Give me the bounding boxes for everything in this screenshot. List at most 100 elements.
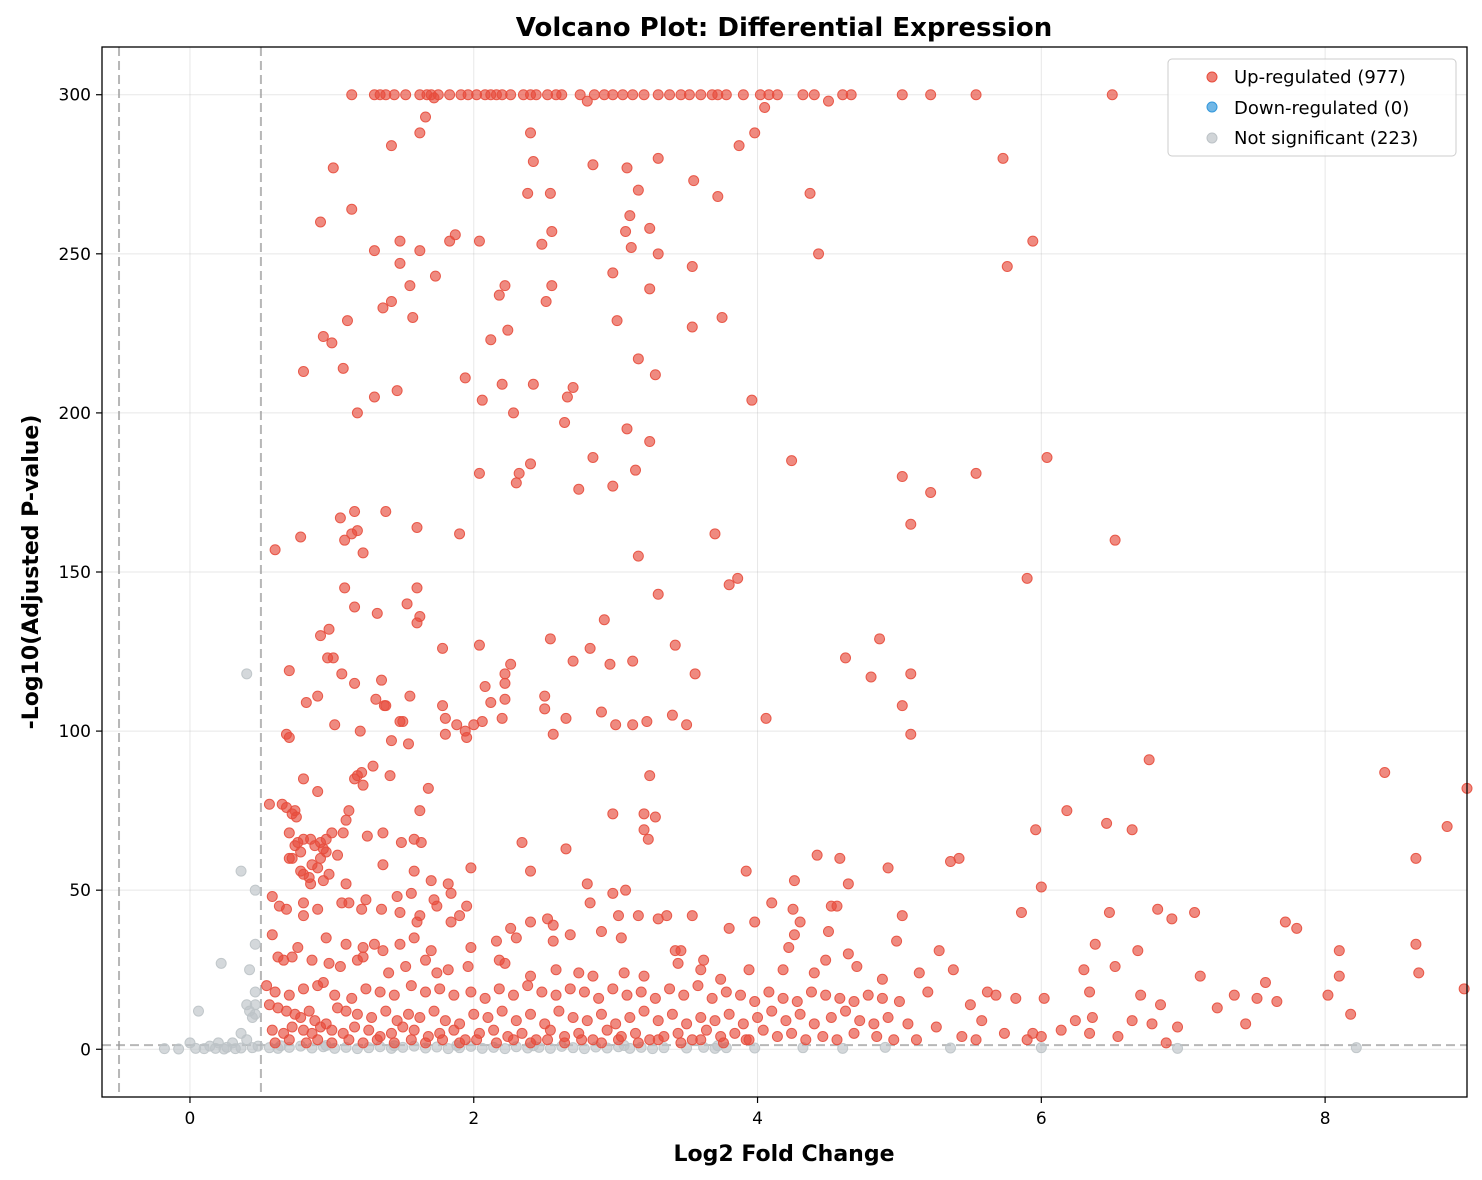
point-up-regulated xyxy=(349,677,361,689)
point-up-regulated xyxy=(581,95,593,107)
point-up-regulated xyxy=(283,852,295,864)
point-up-regulated xyxy=(564,929,576,941)
point-up-regulated xyxy=(669,639,681,651)
point-up-regulated xyxy=(573,967,585,979)
point-up-regulated xyxy=(444,89,456,101)
x-tick-label: 6 xyxy=(1036,1109,1047,1129)
point-up-regulated xyxy=(630,464,642,476)
point-up-regulated xyxy=(499,280,511,292)
point-up-regulated xyxy=(411,617,423,629)
point-up-regulated xyxy=(874,633,886,645)
point-up-regulated xyxy=(560,843,572,855)
point-up-regulated xyxy=(388,1037,400,1049)
point-up-regulated xyxy=(953,852,965,864)
point-up-regulated xyxy=(752,1011,764,1023)
point-up-regulated xyxy=(394,257,406,269)
point-up-regulated xyxy=(360,894,372,906)
point-up-regulated xyxy=(933,945,945,957)
point-up-regulated xyxy=(539,703,551,715)
point-up-regulated xyxy=(840,1005,852,1017)
point-up-regulated xyxy=(295,531,307,543)
point-up-regulated xyxy=(706,992,718,1004)
point-up-regulated xyxy=(970,89,982,101)
point-up-regulated xyxy=(544,1024,556,1036)
point-up-regulated xyxy=(848,1027,860,1039)
point-up-regulated xyxy=(297,773,309,785)
point-up-regulated xyxy=(442,878,454,890)
point-up-regulated xyxy=(865,671,877,683)
point-up-regulated xyxy=(439,728,451,740)
point-up-regulated xyxy=(461,731,473,743)
point-up-regulated xyxy=(329,989,341,1001)
point-up-regulated xyxy=(604,658,616,670)
point-up-regulated xyxy=(990,989,1002,1001)
point-up-regulated xyxy=(404,280,416,292)
point-up-regulated xyxy=(607,983,619,995)
point-not-significant xyxy=(241,1034,253,1046)
point-up-regulated xyxy=(564,983,576,995)
point-up-regulated xyxy=(664,983,676,995)
point-up-regulated xyxy=(1109,961,1121,973)
point-up-regulated xyxy=(395,836,407,848)
point-up-regulated xyxy=(581,878,593,890)
point-up-regulated xyxy=(476,394,488,406)
point-up-regulated xyxy=(587,970,599,982)
point-up-regulated xyxy=(530,89,542,101)
point-up-regulated xyxy=(448,989,460,1001)
point-up-regulated xyxy=(280,903,292,915)
point-up-regulated xyxy=(1001,261,1013,273)
point-up-regulated xyxy=(263,798,275,810)
point-up-regulated xyxy=(630,1027,642,1039)
point-up-regulated xyxy=(376,903,388,915)
point-up-regulated xyxy=(394,906,406,918)
point-up-regulated xyxy=(871,1031,883,1043)
point-up-regulated xyxy=(632,353,644,365)
point-up-regulated xyxy=(624,1011,636,1023)
point-up-regulated xyxy=(607,480,619,492)
point-not-significant xyxy=(249,938,261,950)
y-tick-label: 50 xyxy=(69,881,91,901)
point-up-regulated xyxy=(297,983,309,995)
point-up-regulated xyxy=(1061,805,1073,817)
grid-lines xyxy=(102,47,1467,1097)
point-up-regulated xyxy=(610,719,622,731)
point-up-regulated xyxy=(356,903,368,915)
point-up-regulated xyxy=(290,811,302,823)
point-up-regulated xyxy=(1086,1011,1098,1023)
point-up-regulated xyxy=(876,992,888,1004)
point-up-regulated xyxy=(804,187,816,199)
point-up-regulated xyxy=(499,677,511,689)
point-up-regulated xyxy=(913,967,925,979)
point-up-regulated xyxy=(346,203,358,215)
point-up-regulated xyxy=(607,89,619,101)
point-up-regulated xyxy=(401,598,413,610)
point-up-regulated xyxy=(1345,1008,1357,1020)
point-up-regulated xyxy=(502,324,514,336)
point-up-regulated xyxy=(340,814,352,826)
point-up-regulated xyxy=(388,89,400,101)
point-not-significant xyxy=(190,1042,202,1054)
point-up-regulated xyxy=(499,668,511,680)
point-up-regulated xyxy=(394,235,406,247)
point-up-regulated xyxy=(292,941,304,953)
point-up-regulated xyxy=(1015,906,1027,918)
point-up-regulated xyxy=(465,986,477,998)
point-up-regulated xyxy=(283,665,295,677)
point-up-regulated xyxy=(783,941,795,953)
point-up-regulated xyxy=(320,932,332,944)
point-up-regulated xyxy=(1027,235,1039,247)
point-up-regulated xyxy=(587,451,599,463)
point-up-regulated xyxy=(749,127,761,139)
point-up-regulated xyxy=(777,992,789,1004)
point-up-regulated xyxy=(414,245,426,257)
point-up-regulated xyxy=(459,372,471,384)
point-up-regulated xyxy=(283,1034,295,1046)
point-up-regulated xyxy=(462,961,474,973)
point-up-regulated xyxy=(505,922,517,934)
point-up-regulated xyxy=(414,805,426,817)
point-up-regulated xyxy=(733,140,745,152)
point-up-regulated xyxy=(797,89,809,101)
point-up-regulated xyxy=(666,709,678,721)
point-up-regulated xyxy=(598,614,610,626)
point-not-significant xyxy=(241,668,253,680)
